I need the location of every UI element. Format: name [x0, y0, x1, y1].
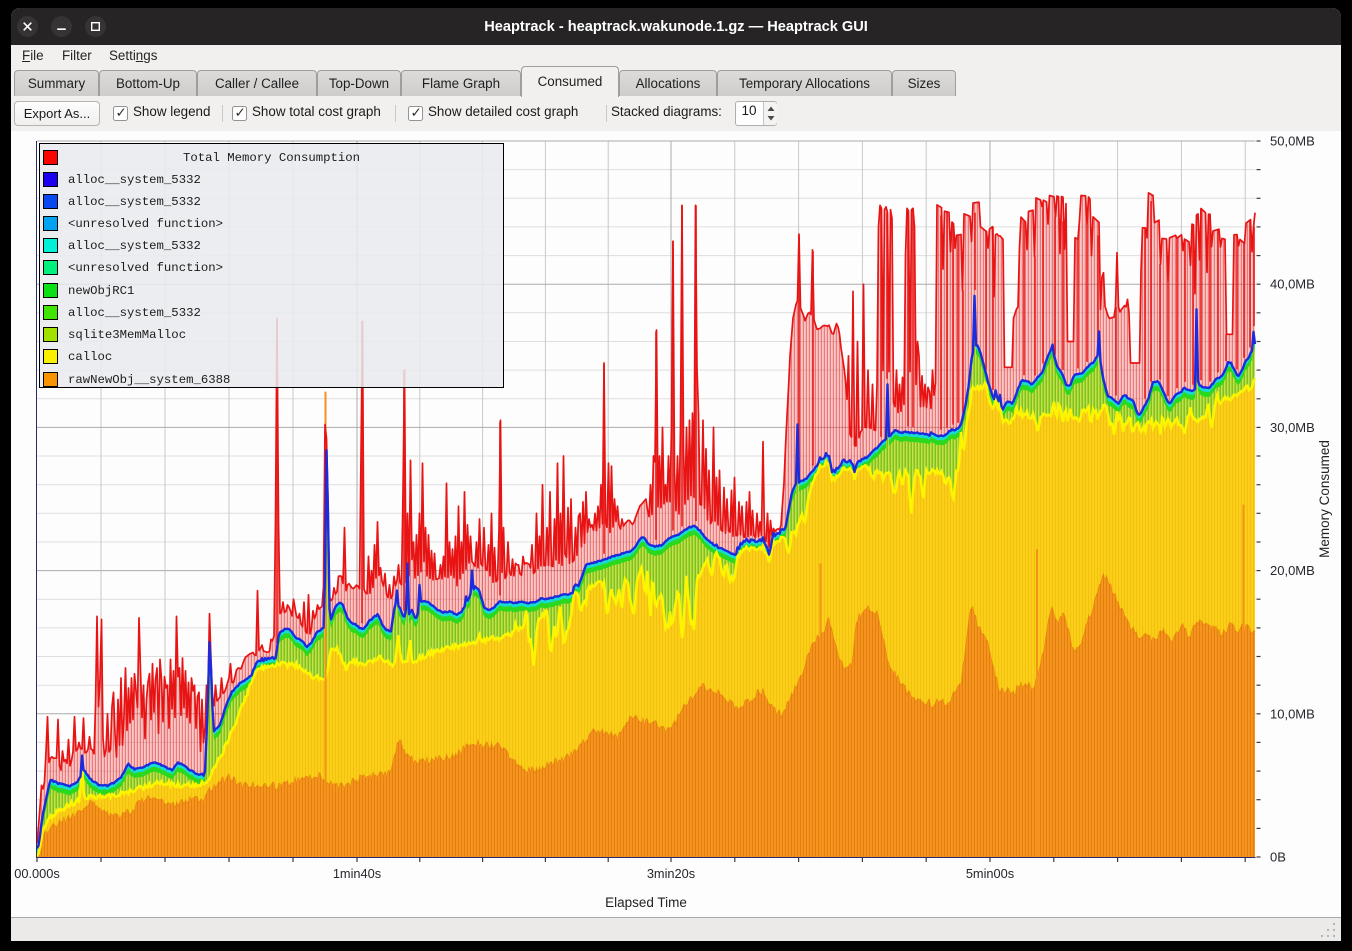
svg-text:5min00s: 5min00s: [966, 866, 1014, 881]
svg-text:10,0MB: 10,0MB: [1270, 706, 1315, 721]
svg-text:20,0MB: 20,0MB: [1270, 563, 1315, 578]
svg-text:1min40s: 1min40s: [333, 866, 381, 881]
svg-text:30,0MB: 30,0MB: [1270, 420, 1315, 435]
svg-text:Memory Consumed: Memory Consumed: [1317, 440, 1332, 558]
svg-text:40,0MB: 40,0MB: [1270, 277, 1315, 292]
svg-text:00.000s: 00.000s: [14, 866, 60, 881]
svg-text:0B: 0B: [1270, 850, 1286, 865]
svg-text:50,0MB: 50,0MB: [1270, 134, 1315, 149]
svg-text:Elapsed Time: Elapsed Time: [605, 895, 687, 910]
svg-text:3min20s: 3min20s: [647, 866, 695, 881]
